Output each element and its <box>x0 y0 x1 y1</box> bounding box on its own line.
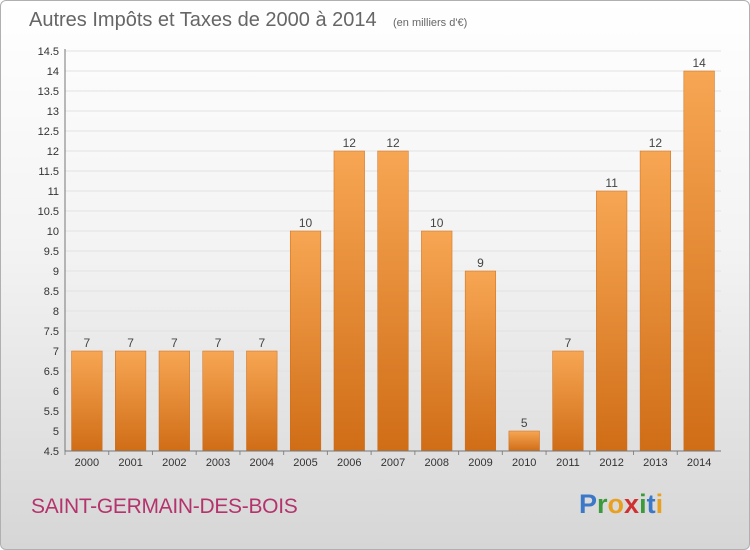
logo-letter: x <box>624 489 640 519</box>
bar <box>377 150 409 452</box>
bar <box>639 150 671 452</box>
x-tick-label: 2010 <box>512 457 536 469</box>
y-tick-label: 14.5 <box>38 46 59 58</box>
data-label: 11 <box>605 176 618 190</box>
x-tick-label: 2005 <box>293 457 317 469</box>
x-tick-label: 2006 <box>337 457 361 469</box>
data-label: 7 <box>565 336 572 350</box>
x-tick-label: 2001 <box>118 457 142 469</box>
bar <box>333 150 365 452</box>
data-label: 7 <box>171 336 178 350</box>
y-tick-label: 7.5 <box>44 326 59 338</box>
place-name: SAINT-GERMAIN-DES-BOIS <box>31 495 298 518</box>
bar <box>246 350 278 452</box>
data-label: 5 <box>521 416 528 430</box>
x-tick-label: 2013 <box>643 457 667 469</box>
data-labels: 7 7 7 7 7 10 12 12 10 9 5 7 11 12 14 <box>84 56 707 430</box>
bars <box>71 70 715 452</box>
x-tick-label: 2007 <box>381 457 405 469</box>
y-tick-label: 13.5 <box>38 86 59 98</box>
y-tick-label: 6 <box>53 386 59 398</box>
logo-letter: o <box>607 489 625 519</box>
bar <box>464 270 497 452</box>
y-tick-label: 5 <box>53 426 59 438</box>
logo-letter: t <box>646 489 656 519</box>
chart-title: Autres Impôts et Taxes de 2000 à 2014 <box>29 9 377 31</box>
bar <box>202 350 234 452</box>
bar <box>115 350 147 452</box>
chart-subtitle: (en milliers d'€) <box>393 17 468 29</box>
x-tick-label: 2009 <box>468 457 492 469</box>
y-tick-label: 9 <box>53 266 59 278</box>
y-tick-label: 9.5 <box>44 246 59 258</box>
proxiti-logo: Proxiti <box>579 489 663 520</box>
x-tick-label: 2012 <box>599 457 623 469</box>
y-tick-label: 14 <box>47 66 59 78</box>
bar <box>683 70 715 452</box>
y-tick-label: 11 <box>48 186 59 198</box>
logo-letter: r <box>597 489 608 519</box>
data-label: 12 <box>343 136 357 150</box>
y-tick-label: 5.5 <box>44 406 59 418</box>
y-tick-label: 12 <box>47 146 59 158</box>
bar <box>158 350 190 452</box>
y-tick-label: 6.5 <box>44 366 59 378</box>
data-label: 10 <box>299 216 313 230</box>
bar <box>71 350 103 452</box>
logo-letter: P <box>579 489 598 519</box>
x-axis-ticks: 2000 2001 2002 2003 2004 2005 2006 2007 2008 2009… <box>64 451 711 469</box>
y-axis-ticks: 4.5 5 5.5 6 6.5 7 7.5 8 8.5 9 9.5 10 10.5 11 11.5 12 12.… <box>38 46 59 458</box>
logo-letter: i <box>639 489 647 519</box>
x-tick-label: 2008 <box>424 457 448 469</box>
data-label: 7 <box>215 336 222 350</box>
logo-letter: i <box>655 489 664 519</box>
bar <box>596 190 628 452</box>
y-tick-label: 4.5 <box>44 446 59 458</box>
data-label: 7 <box>127 336 134 350</box>
y-tick-label: 12.5 <box>38 126 59 138</box>
bar <box>552 350 584 452</box>
x-tick-label: 2011 <box>556 457 580 469</box>
data-label: 12 <box>649 136 663 150</box>
y-tick-label: 8.5 <box>44 286 59 298</box>
y-tick-label: 10 <box>47 226 59 238</box>
data-label: 12 <box>386 136 400 150</box>
x-tick-label: 2014 <box>687 457 711 469</box>
x-tick-label: 2003 <box>206 457 230 469</box>
x-tick-label: 2002 <box>162 457 186 469</box>
data-label: 7 <box>84 336 91 350</box>
data-label: 7 <box>258 336 265 350</box>
y-tick-label: 11.5 <box>38 166 59 178</box>
y-tick-label: 7 <box>53 346 59 358</box>
data-label: 9 <box>477 256 484 270</box>
y-tick-label: 13 <box>47 106 59 118</box>
y-tick-label: 8 <box>53 306 59 318</box>
bar <box>289 230 322 452</box>
x-tick-label: 2000 <box>75 457 99 469</box>
y-tick-label: 10.5 <box>38 206 59 218</box>
bar <box>508 430 540 452</box>
axes <box>64 49 721 452</box>
x-tick-label: 2004 <box>250 457 274 469</box>
data-label: 14 <box>692 56 706 70</box>
data-label: 10 <box>430 216 444 230</box>
bar <box>421 230 453 452</box>
